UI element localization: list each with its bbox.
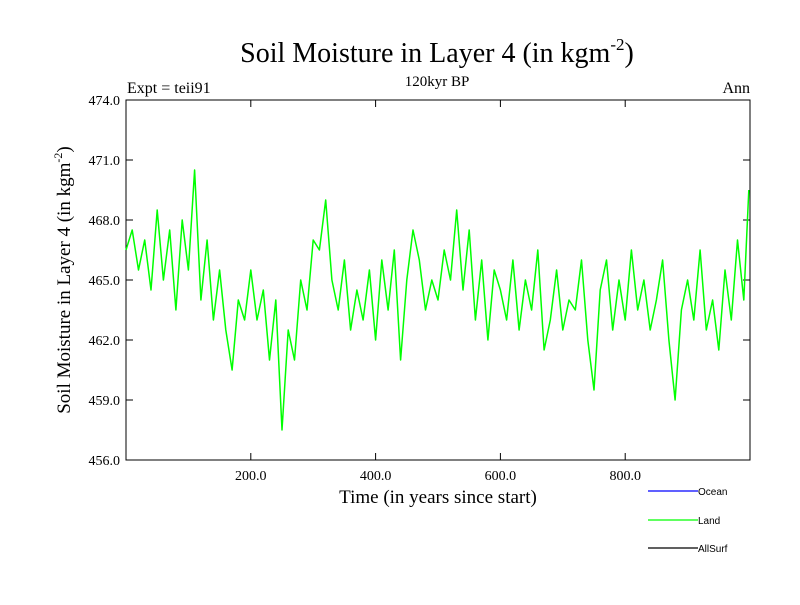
experiment-label: Expt = teii91 [127, 80, 211, 97]
chart-title-main: Soil Moisture in Layer 4 (in kgm [240, 38, 610, 69]
season-label: Ann [722, 80, 750, 97]
chart-title: Soil Moisture in Layer 4 (in kgm-2) [240, 35, 634, 69]
x-tick-label: 400.0 [360, 469, 392, 484]
chart-title-superscript: -2 [610, 35, 624, 54]
y-axis-label: Soil Moisture in Layer 4 (in kgm-2) [51, 146, 75, 414]
y-tick-label: 462.0 [89, 334, 121, 349]
x-tick-label: 200.0 [235, 469, 267, 484]
x-tick-label: 800.0 [609, 469, 641, 484]
y-tick-label: 456.0 [89, 454, 121, 469]
y-tick-label: 474.0 [89, 94, 121, 109]
y-tick-label: 471.0 [89, 154, 121, 169]
y-tick-label: 468.0 [89, 214, 121, 229]
y-axis-label-close: ) [54, 146, 75, 152]
chart-title-close: ) [625, 38, 634, 69]
legend-label-land: Land [698, 516, 720, 527]
legend-label-allsurf: AllSurf [698, 544, 728, 555]
legend: Ocean Land AllSurf [648, 487, 728, 555]
x-tick-label: 600.0 [485, 469, 517, 484]
axis-ticks: 456.0 459.0 462.0 465.0 468.0 471.0 474.0 200.0… [89, 94, 750, 484]
series-lines [125, 169, 750, 431]
x-axis-label: Time (in years since start) [339, 487, 537, 508]
chart-subtitle: 120kyr BP [405, 74, 470, 90]
y-tick-label: 459.0 [89, 394, 121, 409]
y-tick-label: 465.0 [89, 274, 121, 289]
legend-label-ocean: Ocean [698, 487, 727, 498]
series-line-land [125, 169, 750, 431]
y-axis-label-main: Soil Moisture in Layer 4 (in kgm [54, 162, 75, 413]
plot-frame [125, 99, 751, 461]
y-axis-label-superscript: -2 [51, 153, 65, 163]
